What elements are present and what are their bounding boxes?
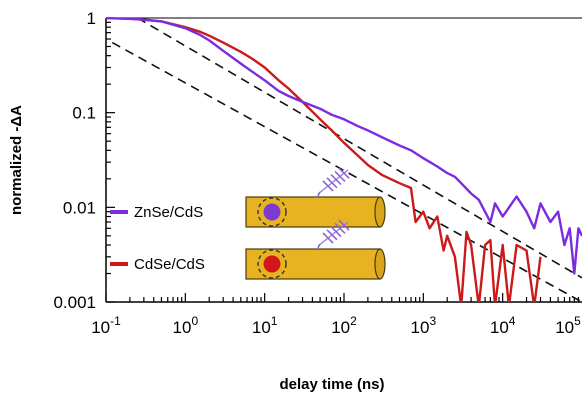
x-tick-label: 101 — [252, 314, 278, 337]
series-line-znse-cds — [106, 18, 582, 275]
red-core-nanorod-icon — [245, 219, 386, 280]
y-tick-label: 0.01 — [63, 198, 96, 217]
ticks — [105, 17, 579, 303]
x-tick-label: 103 — [411, 314, 437, 337]
legend-item: CdSe/CdS — [110, 219, 386, 280]
series-line-cdse-cds — [106, 18, 542, 302]
y-axis-title: normalized -ΔA — [8, 105, 25, 215]
guide-lines — [111, 18, 582, 302]
x-tick-label: 102 — [331, 314, 357, 337]
legend-item: ZnSe/CdS — [110, 167, 386, 228]
x-tick-label: 10-1 — [91, 314, 121, 337]
legend-swatch — [110, 262, 128, 266]
legend-swatch — [110, 210, 128, 214]
x-tick-label: 104 — [490, 314, 516, 337]
y-tick-label: 0.001 — [53, 293, 96, 312]
legend-label: CdSe/CdS — [134, 256, 205, 273]
tick-labels: 10-1 100 101 102 103 104 105 1 0.1 0.01 0.001 — [53, 9, 581, 337]
x-tick-label: 100 — [173, 314, 199, 337]
legend: ZnSe/CdS CdSe/CdS — [110, 167, 386, 280]
legend-label: ZnSe/CdS — [134, 204, 203, 221]
power-law-guide-upper — [137, 18, 582, 279]
x-axis-title: delay time (ns) — [279, 376, 384, 393]
purple-core-nanorod-icon — [245, 167, 386, 228]
y-tick-label: 1 — [87, 9, 96, 28]
series-lines — [106, 18, 582, 302]
y-tick-label: 0.1 — [72, 104, 96, 123]
x-tick-label: 105 — [555, 314, 581, 337]
